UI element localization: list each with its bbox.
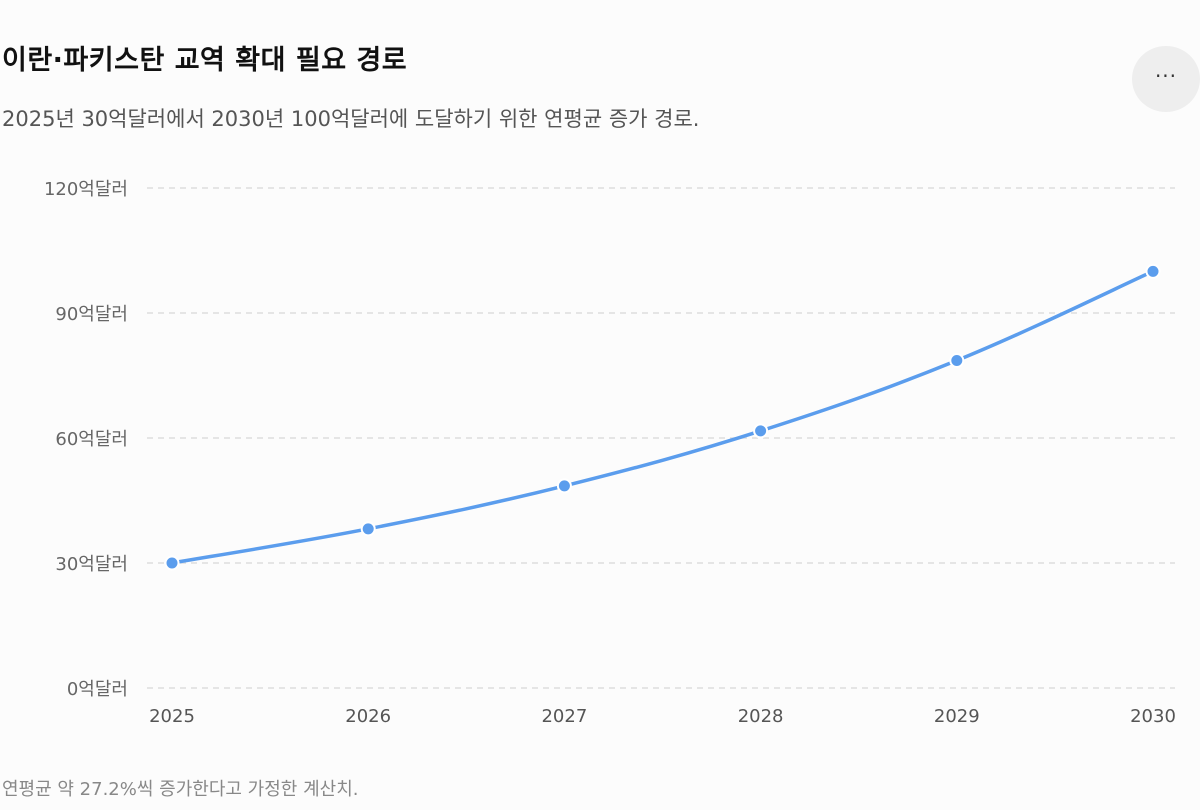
data-point[interactable]	[753, 423, 769, 439]
y-tick-label: 60억달러	[55, 429, 128, 450]
chart-title: 이란·파키스탄 교역 확대 필요 경로	[2, 45, 408, 76]
chart-subtitle: 2025년 30억달러에서 2030년 100억달러에 도달하기 위한 연평균 …	[2, 107, 700, 131]
data-point[interactable]	[164, 555, 180, 571]
y-tick-label: 90억달러	[55, 304, 128, 325]
series-line	[170, 269, 1155, 565]
x-tick-label: 2026	[345, 706, 391, 727]
more-options-button[interactable]: ···	[1132, 46, 1200, 112]
more-horizontal-icon: ···	[1154, 64, 1178, 88]
y-tick-label: 0억달러	[67, 679, 128, 700]
y-axis-ticks: 0억달러 30억달러 60억달러 90억달러 120억달러	[44, 179, 128, 700]
x-axis-ticks: 2025 2026 2027 2028 2029 2030	[149, 706, 1176, 727]
series-layer	[164, 263, 1161, 571]
x-tick-label: 2027	[541, 706, 587, 727]
x-tick-label: 2028	[738, 706, 784, 727]
x-tick-label: 2025	[149, 706, 195, 727]
gridlines	[147, 187, 1175, 689]
data-point[interactable]	[360, 521, 376, 537]
data-point[interactable]	[1145, 263, 1161, 279]
data-point[interactable]	[556, 478, 572, 494]
footnote: 연평균 약 27.2%씩 증가한다고 가정한 계산치.	[2, 779, 359, 800]
y-tick-label: 30억달러	[55, 554, 128, 575]
data-point[interactable]	[949, 353, 965, 368]
y-tick-label: 120억달러	[44, 179, 128, 200]
x-tick-label: 2029	[934, 706, 980, 727]
x-tick-label: 2030	[1130, 706, 1176, 727]
